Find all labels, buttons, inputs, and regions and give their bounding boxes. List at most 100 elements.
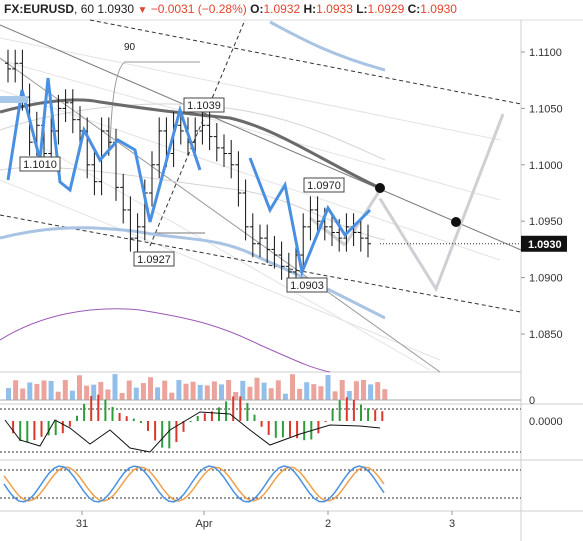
macd-pane: 0.0000 [0,394,563,453]
candle [329,213,335,247]
volume-bar [183,383,189,400]
last-price-badge [521,235,567,252]
candle [12,49,19,83]
volume-bar [34,383,40,400]
low-value: 1.0929 [367,2,405,16]
candle [307,196,314,241]
candle [55,94,62,145]
volume-bar [55,391,61,400]
price-label-text: 1.1010 [23,159,57,171]
fan-line [0,89,501,261]
chart-frame [0,19,583,541]
candle [62,89,69,122]
price-tick-label: 1.0950 [529,216,563,228]
interval-label[interactable]: 60 [80,2,95,16]
price-axis: 1.1100 1.1050 1.1000 1.0950 1.0900 1.0850 1.09… [380,47,567,341]
volume-bar [20,388,26,400]
wave-segment-2 [248,157,372,278]
volume-bar [77,375,82,400]
volume-bar [148,377,153,400]
fan-line [29,139,431,371]
angle-arc [109,61,200,151]
volume-bar [190,381,196,400]
dashed-support-line [0,214,522,313]
volume-bar [290,374,295,400]
close-value: 1.0930 [420,2,457,16]
price-label-box [183,97,225,113]
volume-bar [368,384,374,400]
time-tick-label: 2 [325,518,331,530]
forecast-point [375,183,385,193]
price-label-text: 1.1039 [187,100,221,112]
volume-bar [13,380,19,400]
candle [120,173,127,224]
down-arrow-icon: ▼ [137,5,148,16]
candle [127,196,134,252]
candle [149,151,155,207]
price-label-box [19,156,61,172]
volume-axis-label: 0 [529,395,535,407]
volume-bar [247,386,253,400]
volume-bar [176,380,182,400]
candle [257,224,263,258]
fan-line [0,179,441,361]
fan-line [0,37,501,141]
close-label: C: [407,2,421,16]
forecast-path [378,113,505,293]
volume-bar [361,379,366,400]
wave-start-marker [0,96,28,103]
lower-band [0,226,386,320]
volume-bar [6,388,11,400]
volume-bar [304,382,310,400]
volume-bar [197,384,203,400]
volume-bar [211,381,217,400]
high-label: H: [303,2,317,16]
price-tick-label: 1.1050 [529,103,563,115]
volume-bar [112,374,118,400]
volume-bar [233,392,239,400]
inner-band-upper [0,103,386,161]
price-label-text: 1.0903 [290,280,324,292]
volume-bar [268,388,274,400]
price-label-text: 1.0970 [307,180,341,192]
moving-average-line [0,98,381,190]
last-price-badge-label: 1.0930 [528,239,562,251]
price-tick-label: 1.0850 [529,329,563,341]
candle [69,89,76,134]
high-value: 1.0933 [316,2,353,16]
volume-bar [240,380,246,400]
volume-bar [162,380,168,400]
purple-ma-line [0,308,331,373]
candle [156,117,163,179]
price-tick-label: 1.1000 [529,160,563,172]
volume-bar [332,391,338,400]
stochastic-pane [0,465,521,503]
stoch-k-line [3,465,385,503]
price-change: −0.0031 (−0.28%) [150,2,247,16]
dashed-diagonal-line [149,19,246,247]
wave-segment-1 [6,77,202,223]
symbol-label[interactable]: FX:EURUSD [4,2,75,16]
stoch-signal-line [3,466,385,502]
last-price: 1.0930 [97,2,135,16]
volume-bar [254,377,260,400]
volume-bar [69,390,75,400]
candle [5,49,11,83]
volume-bar [353,381,359,400]
price-tick-label: 1.1100 [529,47,562,59]
volume-bar [339,380,345,400]
candle [271,235,278,269]
trend-channel-lower [0,57,441,373]
fan-line [0,59,501,201]
time-tick-label: 3 [449,518,455,530]
candle [278,241,285,280]
volume-bar [204,385,210,400]
candles [5,49,371,286]
candle [300,213,307,269]
volume-bar [297,388,303,400]
candle [91,151,98,196]
volume-bar [275,380,281,400]
time-tick-label: Apr [195,518,212,530]
candle [249,213,256,258]
